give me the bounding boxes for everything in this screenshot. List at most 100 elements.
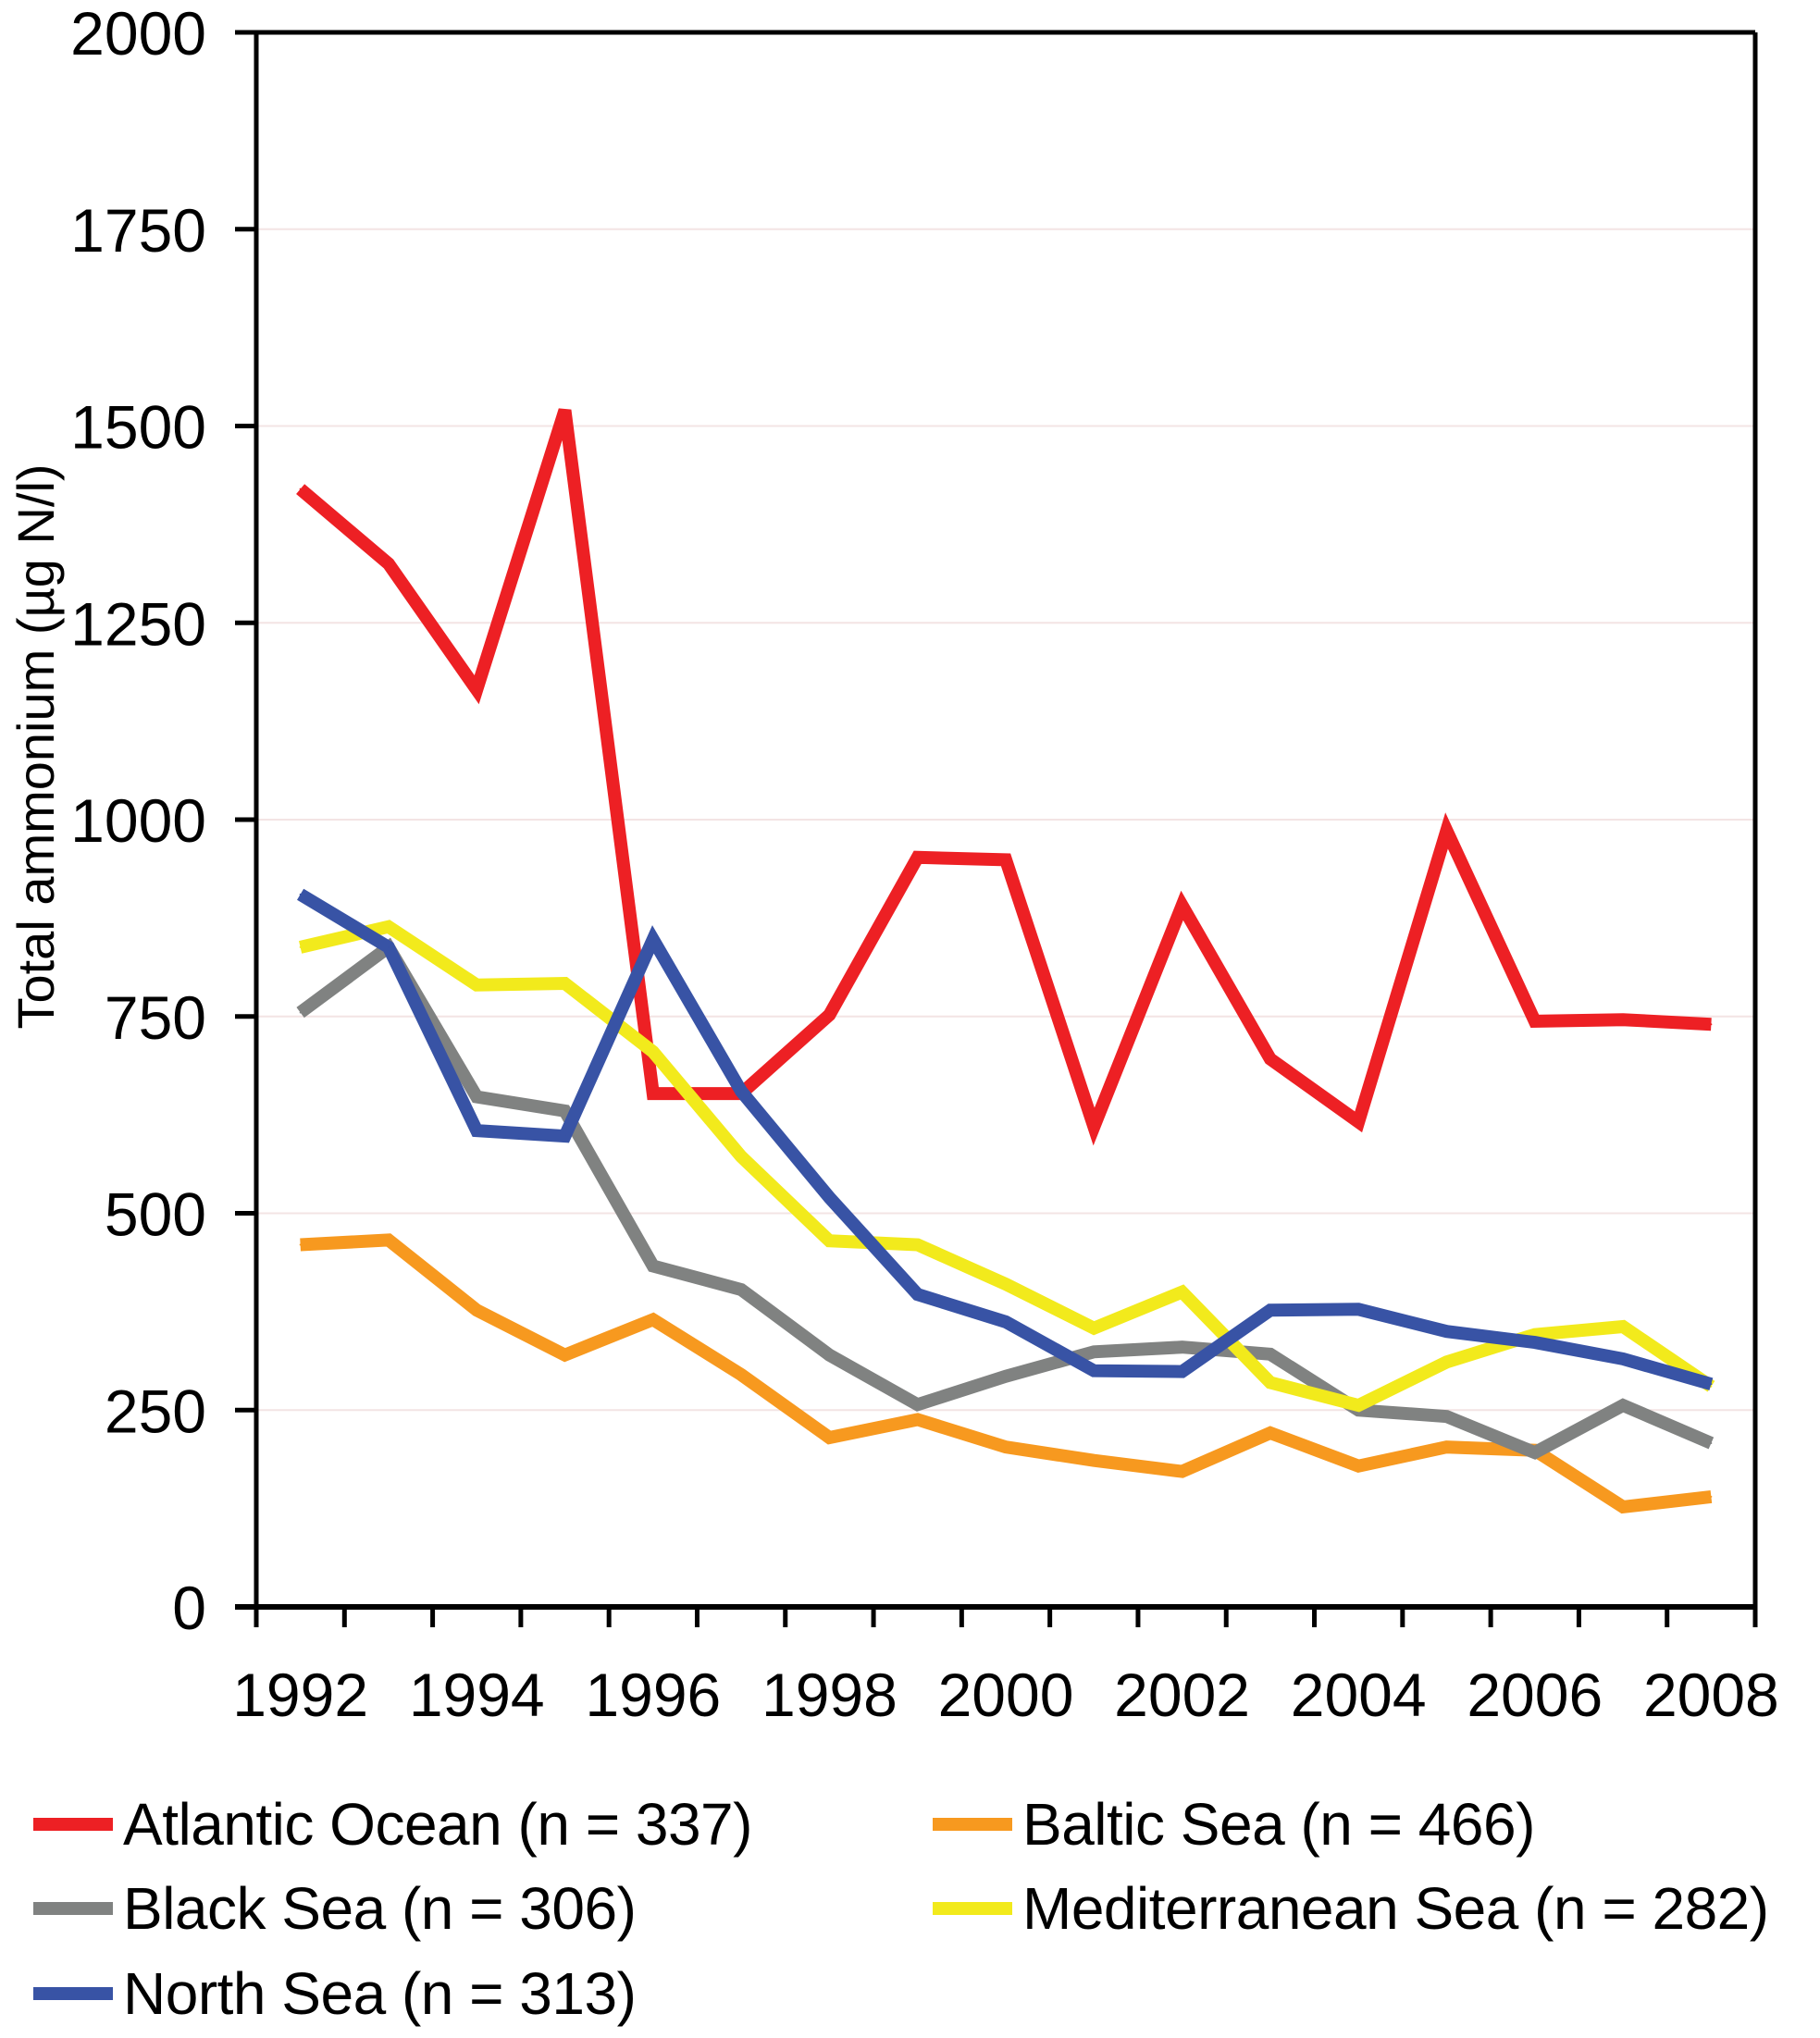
data-point-baltic-sea [1445, 1446, 1448, 1449]
data-point-black-sea [828, 1353, 831, 1356]
data-point-mediterranean-sea [1093, 1327, 1096, 1329]
legend-swatch-black-sea [33, 1902, 113, 1915]
data-point-mediterranean-sea [563, 982, 566, 985]
data-point-mediterranean-sea [1357, 1404, 1360, 1407]
legend-label: Black Sea (n = 306) [123, 1875, 637, 1942]
legend: Atlantic Ocean (n = 337) Baltic Sea (n =… [0, 1739, 1820, 2038]
data-point-mediterranean-sea [1005, 1283, 1007, 1286]
gridlines [256, 228, 1755, 1412]
legend-item-north-sea[interactable]: North Sea (n = 313) [33, 1952, 637, 2035]
series-line-north-sea [297, 888, 1714, 1390]
data-point-baltic-sea [1093, 1459, 1096, 1462]
data-point-black-sea [740, 1289, 743, 1291]
data-point-north-sea [1622, 1357, 1625, 1360]
legend-item-atlantic-ocean[interactable]: Atlantic Ocean (n = 337) [33, 1783, 752, 1866]
y-tick-label: 2000 [70, 0, 206, 68]
data-point-north-sea [651, 938, 654, 941]
x-tick-label: 1998 [761, 1661, 898, 1729]
data-point-north-sea [1005, 1320, 1007, 1323]
legend-item-black-sea[interactable]: Black Sea (n = 306) [33, 1867, 637, 1950]
legend-item-baltic-sea[interactable]: Baltic Sea (n = 466) [933, 1783, 1535, 1866]
data-point-mediterranean-sea [1181, 1291, 1183, 1293]
y-tick-label: 750 [105, 983, 206, 1052]
data-point-north-sea [1269, 1309, 1271, 1312]
x-tick-label: 2006 [1467, 1661, 1603, 1729]
data-point-mediterranean-sea [299, 945, 302, 948]
series-lines [296, 408, 1715, 1514]
data-point-mediterranean-sea [828, 1240, 831, 1242]
x-tick-label: 1994 [409, 1661, 545, 1729]
data-point-black-sea [1269, 1352, 1271, 1355]
data-point-baltic-sea [563, 1353, 566, 1356]
data-point-north-sea [1710, 1383, 1713, 1386]
data-point-atlantic-ocean [1533, 1019, 1536, 1022]
data-point-black-sea [651, 1265, 654, 1267]
y-tick-label: 0 [172, 1574, 206, 1642]
data-point-baltic-sea [1181, 1470, 1183, 1473]
y-tick-label: 500 [105, 1180, 206, 1249]
data-point-north-sea [1357, 1308, 1360, 1311]
data-point-baltic-sea [476, 1309, 478, 1312]
data-point-atlantic-ocean [299, 488, 302, 490]
data-point-mediterranean-sea [387, 925, 390, 928]
data-point-atlantic-ocean [476, 688, 478, 691]
data-point-baltic-sea [1005, 1446, 1007, 1449]
data-point-atlantic-ocean [651, 1093, 654, 1095]
legend-label: Mediterranean Sea (n = 282) [1022, 1875, 1769, 1942]
data-point-north-sea [1533, 1341, 1536, 1344]
data-point-north-sea [1093, 1369, 1096, 1372]
data-point-atlantic-ocean [1005, 858, 1007, 861]
data-point-baltic-sea [1622, 1505, 1625, 1508]
data-point-baltic-sea [387, 1239, 390, 1241]
data-point-north-sea [916, 1293, 919, 1296]
data-point-black-sea [1093, 1351, 1096, 1353]
x-tick-label: 1996 [585, 1661, 721, 1729]
data-point-baltic-sea [1269, 1431, 1271, 1434]
data-point-atlantic-ocean [1445, 829, 1448, 832]
data-point-baltic-sea [916, 1418, 919, 1421]
data-point-black-sea [1533, 1451, 1536, 1454]
legend-label: Baltic Sea (n = 466) [1022, 1791, 1535, 1858]
data-point-black-sea [299, 1011, 302, 1014]
data-point-north-sea [387, 945, 390, 948]
data-point-mediterranean-sea [740, 1155, 743, 1158]
y-tick-labels: 0 250 500 750 1000 1250 1500 1750 2000 [70, 0, 206, 1642]
y-tick-label: 1000 [70, 786, 206, 855]
legend-label: Atlantic Ocean (n = 337) [123, 1791, 752, 1858]
data-point-mediterranean-sea [476, 983, 478, 986]
y-tick-label: 1500 [70, 393, 206, 462]
y-tick-label: 1750 [70, 196, 206, 265]
x-tick-label: 2002 [1114, 1661, 1250, 1729]
y-tick-label: 1250 [70, 589, 206, 658]
data-point-baltic-sea [651, 1318, 654, 1321]
data-point-baltic-sea [828, 1437, 831, 1439]
x-tick-label: 2008 [1643, 1661, 1779, 1729]
data-point-black-sea [1181, 1346, 1183, 1349]
data-point-atlantic-ocean [563, 409, 566, 412]
series-line-atlantic-ocean [296, 408, 1712, 1146]
data-point-black-sea [916, 1403, 919, 1406]
y-tick-label: 250 [105, 1377, 206, 1445]
data-point-mediterranean-sea [1445, 1361, 1448, 1364]
y-axis-title: Total ammonium (µg N/l) [6, 463, 65, 1029]
data-point-north-sea [1181, 1370, 1183, 1373]
data-point-baltic-sea [1710, 1495, 1713, 1498]
data-point-black-sea [1622, 1404, 1625, 1407]
data-point-atlantic-ocean [828, 1014, 831, 1017]
legend-item-mediterranean-sea[interactable]: Mediterranean Sea (n = 282) [933, 1867, 1769, 1950]
data-point-baltic-sea [1357, 1464, 1360, 1467]
x-tick-labels: 1992 1994 1996 1998 2000 2002 2004 2006 2008 [232, 1661, 1779, 1729]
data-point-mediterranean-sea [1710, 1385, 1713, 1388]
data-point-north-sea [1445, 1330, 1448, 1333]
x-tick-label: 2004 [1291, 1661, 1427, 1729]
data-point-mediterranean-sea [916, 1243, 919, 1246]
legend-swatch-mediterranean-sea [933, 1902, 1012, 1915]
data-point-black-sea [476, 1095, 478, 1098]
data-point-atlantic-ocean [387, 562, 390, 565]
data-point-black-sea [1710, 1441, 1713, 1444]
data-point-mediterranean-sea [1269, 1381, 1271, 1384]
legend-swatch-north-sea [33, 1987, 113, 2000]
legend-label: North Sea (n = 313) [123, 1960, 637, 2027]
data-point-atlantic-ocean [1181, 904, 1183, 907]
data-point-north-sea [740, 1090, 743, 1093]
